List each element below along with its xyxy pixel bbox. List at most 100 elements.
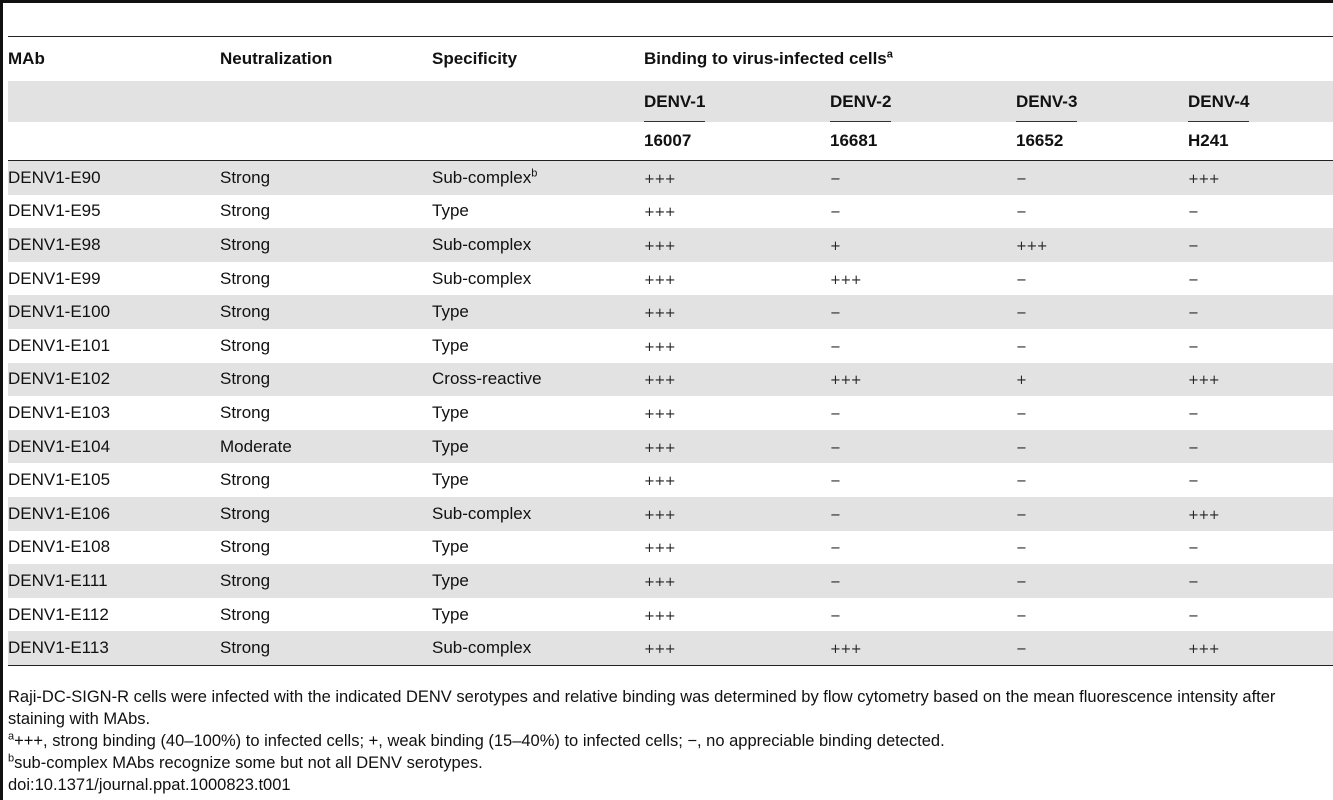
cell-binding: +++: [644, 205, 676, 221]
cell-binding: −: [830, 306, 841, 322]
header-specificity: Specificity: [432, 49, 518, 68]
table-row: DENV1-E104 Moderate Type +++ − − −: [8, 429, 1333, 464]
cell-binding: +++: [830, 631, 1016, 666]
table-caption: Raji-DC-SIGN-R cells were infected with …: [8, 688, 1276, 728]
cell-mab: DENV1-E108: [8, 537, 111, 557]
header-strain: H241: [1188, 131, 1229, 150]
header-neutralization: Neutralization: [220, 49, 333, 68]
cell-neutralization: Strong: [220, 234, 271, 254]
cell-binding: −: [1188, 306, 1199, 322]
cell-binding: −: [830, 507, 841, 523]
cell-mab: DENV1-E100: [8, 302, 111, 322]
cell-binding: +++: [644, 474, 676, 490]
cell-binding: −: [1016, 406, 1027, 422]
footnote-a: a+++, strong binding (40–100%) to infect…: [8, 730, 945, 750]
table-top-rule: [8, 36, 1333, 37]
cell-binding: −: [1016, 205, 1027, 221]
header-strain: 16007: [644, 131, 692, 150]
cell-binding: +++: [644, 306, 676, 322]
cell-binding: −: [1188, 574, 1199, 590]
cell-binding: +++: [644, 507, 676, 523]
cell-binding: +++: [644, 631, 830, 666]
cell-specificity: Type: [432, 402, 469, 422]
doi: doi:10.1371/journal.ppat.1000823.t001: [8, 776, 291, 794]
cell-binding: −: [1188, 474, 1199, 490]
cell-specificity: Type: [432, 570, 469, 590]
cell-neutralization: Strong: [220, 268, 271, 288]
cell-binding: −: [830, 339, 841, 355]
header-strain: 16652: [1016, 131, 1064, 150]
cell-binding: −: [830, 171, 841, 187]
cell-binding: −: [1016, 541, 1027, 557]
table-row: DENV1-E113 Strong Sub-complex +++ +++ − +++: [8, 631, 1333, 666]
cell-mab: DENV1-E90: [8, 167, 101, 187]
cell-mab: DENV1-E112: [8, 604, 109, 624]
cell-neutralization: Strong: [220, 503, 271, 523]
cell-binding: +: [830, 238, 841, 254]
cell-binding: +++: [830, 272, 862, 288]
footnote-ref-a: a: [886, 48, 893, 61]
cell-binding: −: [830, 574, 841, 590]
cell-binding: −: [1188, 406, 1199, 422]
cell-binding: −: [1188, 541, 1199, 557]
cell-binding: +++: [644, 406, 676, 422]
cell-binding: −: [1188, 205, 1199, 221]
cell-binding: −: [1188, 339, 1199, 355]
cell-specificity: Sub-complex: [432, 268, 532, 288]
cell-binding: +++: [644, 608, 676, 624]
cell-mab: DENV1-E113: [8, 631, 220, 666]
cell-specificity: Type: [432, 201, 469, 221]
cell-binding: +++: [644, 541, 676, 557]
cell-binding: −: [1016, 272, 1027, 288]
cell-neutralization: Strong: [220, 470, 271, 490]
cell-binding: +++: [644, 574, 676, 590]
cell-neutralization: Strong: [220, 604, 271, 624]
table-row: DENV1-E90 Strong Sub-complexb +++ − − +++: [8, 161, 1333, 195]
cell-binding: +++: [644, 171, 676, 187]
table-row: DENV1-E106 Strong Sub-complex +++ − − +++: [8, 496, 1333, 531]
cell-binding: −: [830, 541, 841, 557]
cell-neutralization: Moderate: [220, 436, 292, 456]
cell-binding: −: [1188, 238, 1199, 254]
cell-binding: −: [1188, 272, 1199, 288]
cell-specificity: Type: [432, 302, 469, 322]
cell-specificity: Sub-complex: [432, 631, 644, 666]
cell-specificity: Cross-reactive: [432, 369, 542, 389]
table-row: DENV1-E103 Strong Type +++ − − −: [8, 396, 1333, 430]
cell-specificity: Sub-complex: [432, 503, 532, 523]
cell-binding: −: [1188, 608, 1199, 624]
cell-neutralization: Strong: [220, 369, 271, 389]
cell-binding: +++: [1188, 631, 1333, 666]
cell-binding: −: [1016, 306, 1027, 322]
cell-specificity: Type: [432, 470, 469, 490]
cell-binding: +++: [830, 373, 862, 389]
cell-neutralization: Strong: [220, 631, 432, 666]
cell-binding: −: [1016, 440, 1027, 456]
header-serotype: DENV-1: [644, 81, 830, 122]
header-serotype: DENV-2: [830, 81, 1016, 122]
cell-binding: −: [830, 474, 841, 490]
header-binding: Binding to virus-infected cellsa: [644, 37, 1333, 81]
cell-mab: DENV1-E95: [8, 201, 101, 221]
mab-binding-table: MAb Neutralization Specificity Binding t…: [8, 37, 1333, 666]
cell-specificity: Type: [432, 335, 469, 355]
cell-mab: DENV1-E101: [8, 335, 111, 355]
cell-binding: −: [1016, 171, 1027, 187]
cell-mab: DENV1-E104: [8, 436, 111, 456]
cell-binding: −: [830, 406, 841, 422]
left-border: [0, 0, 3, 800]
cell-binding: +++: [1188, 373, 1220, 389]
header-mab: MAb: [8, 49, 45, 68]
header-binding-label: Binding to virus-infected cells: [644, 49, 887, 68]
header-serotype: DENV-4: [1188, 81, 1333, 122]
cell-binding: −: [1016, 507, 1027, 523]
footnote-ref-b: b: [531, 167, 538, 180]
table-row: DENV1-E111 Strong Type +++ − − −: [8, 564, 1333, 598]
table-footnotes: Raji-DC-SIGN-R cells were infected with …: [8, 686, 1333, 796]
cell-specificity: Sub-complex: [432, 234, 532, 254]
cell-specificity: Sub-complexb: [432, 167, 538, 187]
cell-binding: −: [830, 608, 841, 624]
cell-specificity: Type: [432, 604, 469, 624]
cell-neutralization: Strong: [220, 201, 271, 221]
cell-binding: +++: [644, 339, 676, 355]
